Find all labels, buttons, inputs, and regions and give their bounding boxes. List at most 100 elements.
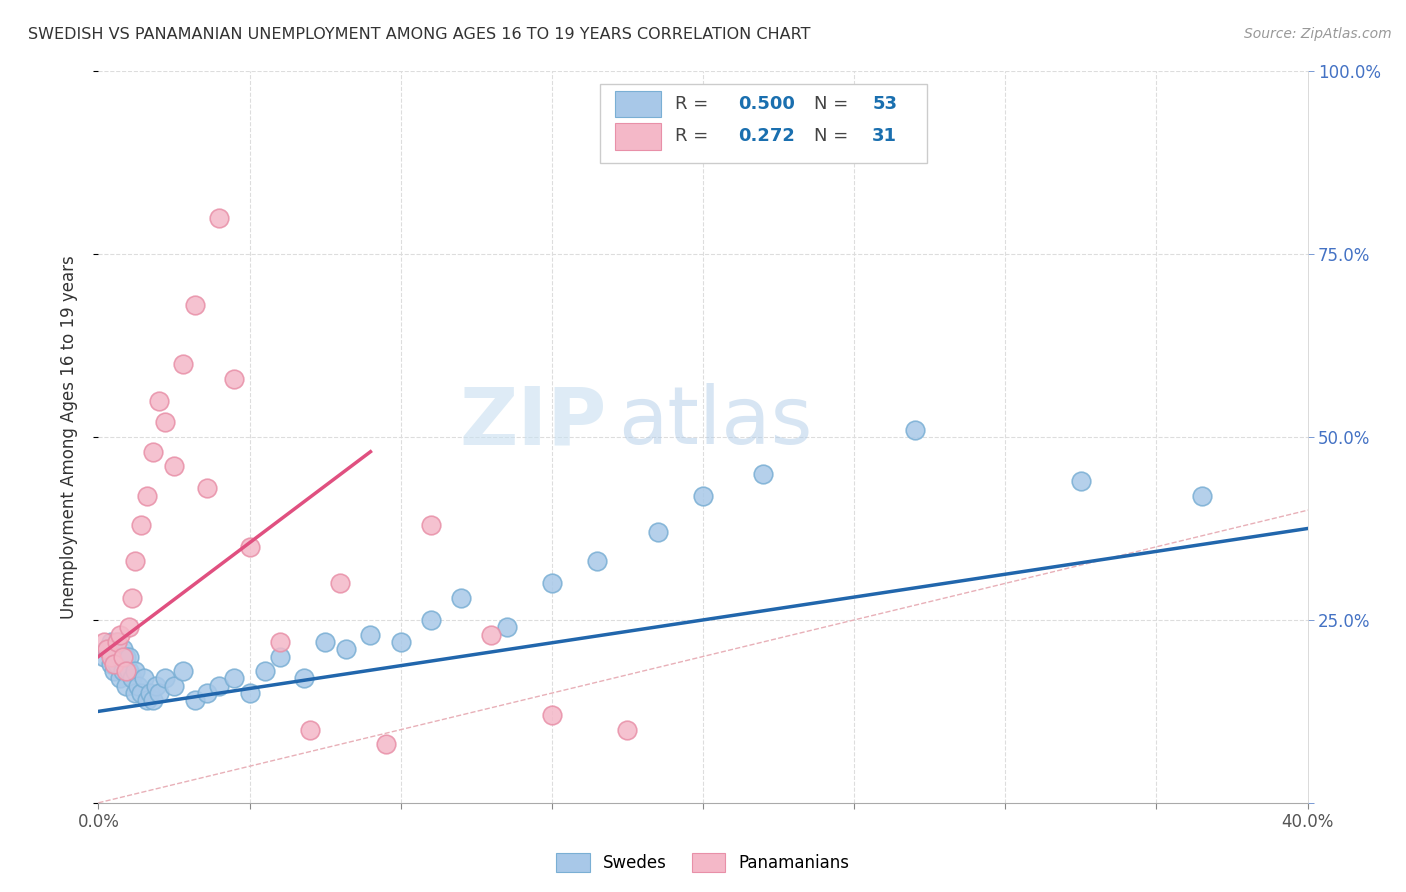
Text: ZIP: ZIP <box>458 384 606 461</box>
Point <box>114 679 136 693</box>
Point <box>148 686 170 700</box>
Point <box>495 620 517 634</box>
Point <box>129 686 152 700</box>
Point <box>647 525 669 540</box>
Point <box>111 664 134 678</box>
Text: N =: N = <box>814 128 855 145</box>
Point <box>540 576 562 591</box>
Point <box>105 635 128 649</box>
Point <box>114 664 136 678</box>
Point <box>239 540 262 554</box>
Point <box>586 554 609 568</box>
Point <box>127 679 149 693</box>
Point <box>269 635 291 649</box>
Point <box>100 635 122 649</box>
Point <box>253 664 276 678</box>
Point <box>239 686 262 700</box>
Point <box>314 635 336 649</box>
Point <box>103 649 125 664</box>
Point <box>389 635 412 649</box>
Point <box>103 657 125 671</box>
Point <box>269 649 291 664</box>
Point <box>752 467 775 481</box>
Point <box>105 657 128 671</box>
Point <box>420 613 443 627</box>
Y-axis label: Unemployment Among Ages 16 to 19 years: Unemployment Among Ages 16 to 19 years <box>59 255 77 619</box>
Point <box>184 693 207 707</box>
Point <box>208 211 231 225</box>
Point <box>208 679 231 693</box>
Point <box>124 554 146 568</box>
Point <box>692 489 714 503</box>
FancyBboxPatch shape <box>614 123 661 150</box>
Point <box>118 620 141 634</box>
Point <box>93 649 115 664</box>
Point <box>139 686 162 700</box>
Point <box>163 459 186 474</box>
Text: SWEDISH VS PANAMANIAN UNEMPLOYMENT AMONG AGES 16 TO 19 YEARS CORRELATION CHART: SWEDISH VS PANAMANIAN UNEMPLOYMENT AMONG… <box>28 27 811 42</box>
Point <box>96 642 118 657</box>
Point <box>904 423 927 437</box>
Point <box>124 686 146 700</box>
Text: N =: N = <box>814 95 855 113</box>
Point <box>329 576 352 591</box>
Point <box>195 686 218 700</box>
Point <box>111 642 134 657</box>
FancyBboxPatch shape <box>614 91 661 118</box>
Point <box>108 672 131 686</box>
Point <box>129 517 152 532</box>
Text: 0.500: 0.500 <box>738 95 794 113</box>
Point <box>114 649 136 664</box>
Point <box>224 672 246 686</box>
Point <box>299 723 322 737</box>
Point <box>124 664 146 678</box>
Point <box>360 627 382 641</box>
Legend: Swedes, Panamanians: Swedes, Panamanians <box>550 846 856 879</box>
Point <box>105 635 128 649</box>
Text: 53: 53 <box>872 95 897 113</box>
Point <box>118 649 141 664</box>
Text: 0.272: 0.272 <box>738 128 794 145</box>
Point <box>103 664 125 678</box>
Text: R =: R = <box>675 128 714 145</box>
Point <box>1070 474 1092 488</box>
Point <box>108 649 131 664</box>
Point <box>450 591 472 605</box>
Point <box>292 672 315 686</box>
Text: R =: R = <box>675 95 714 113</box>
Point <box>111 649 134 664</box>
Point <box>224 371 246 385</box>
Point <box>121 591 143 605</box>
Point <box>145 679 167 693</box>
Point <box>1191 489 1213 503</box>
Point <box>100 657 122 671</box>
Point <box>121 672 143 686</box>
Point <box>172 357 194 371</box>
Point <box>135 489 157 503</box>
Point <box>96 642 118 657</box>
Point <box>148 393 170 408</box>
Point <box>481 627 503 641</box>
Point <box>135 693 157 707</box>
Text: 31: 31 <box>872 128 897 145</box>
Point <box>195 481 218 495</box>
Point <box>132 672 155 686</box>
FancyBboxPatch shape <box>600 84 927 162</box>
Point <box>142 693 165 707</box>
Point <box>540 708 562 723</box>
Point <box>172 664 194 678</box>
Point <box>420 517 443 532</box>
Point <box>142 444 165 458</box>
Point <box>616 723 638 737</box>
Text: Source: ZipAtlas.com: Source: ZipAtlas.com <box>1244 27 1392 41</box>
Point <box>335 642 357 657</box>
Point <box>118 664 141 678</box>
Point <box>100 649 122 664</box>
Text: atlas: atlas <box>619 384 813 461</box>
Point <box>153 672 176 686</box>
Point <box>374 737 396 751</box>
Point <box>163 679 186 693</box>
Point <box>184 298 207 312</box>
Point <box>153 416 176 430</box>
Point <box>93 635 115 649</box>
